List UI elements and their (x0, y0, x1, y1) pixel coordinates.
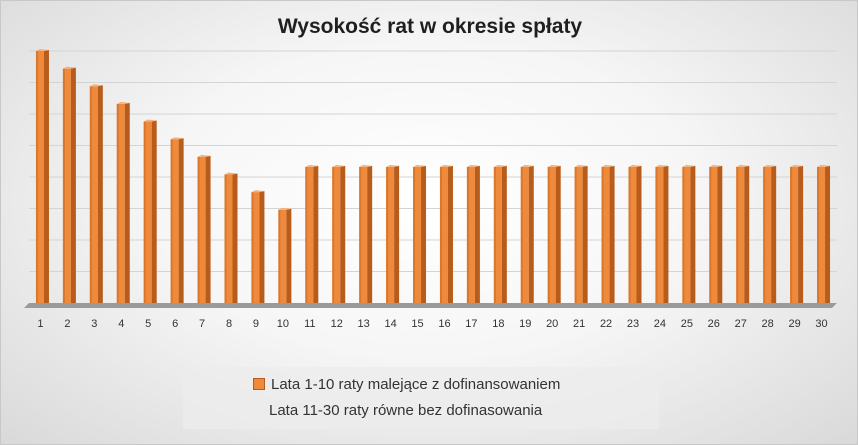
bar (790, 164, 804, 303)
bar (655, 164, 669, 303)
x-tick-label: 24 (654, 318, 666, 330)
bar (62, 66, 76, 303)
x-tick-label: 15 (411, 318, 423, 330)
chart-title: Wysokość rat w okresie spłaty (277, 15, 583, 38)
x-tick-label: 16 (438, 318, 450, 330)
x-tick-label: 7 (199, 318, 205, 330)
x-tick-label: 19 (519, 318, 531, 330)
x-tick-label: 10 (277, 318, 289, 330)
bar (574, 164, 588, 303)
bar (439, 164, 453, 303)
x-tick-label: 8 (226, 318, 232, 330)
legend: Lata 1-10 raty malejące z dofinansowanie… (183, 367, 659, 429)
x-tick-label: 6 (172, 318, 178, 330)
bar (520, 164, 534, 303)
bar (116, 101, 130, 303)
legend-entry-2: Lata 11-30 raty równe bez dofinasowania (269, 402, 542, 419)
bar (35, 49, 49, 303)
x-tick-label: 4 (118, 318, 124, 330)
x-tick-label: 28 (762, 318, 774, 330)
x-tick-label: 23 (627, 318, 639, 330)
x-tick-label: 11 (304, 318, 315, 330)
bar (547, 164, 561, 303)
bar (224, 172, 238, 303)
bar (817, 164, 831, 303)
bar (628, 164, 642, 303)
x-tick-label: 30 (815, 318, 827, 330)
legend-entry-2-label: Lata 11-30 raty równe bez dofinasowania (269, 402, 543, 419)
bar (386, 164, 400, 303)
legend-swatch (253, 378, 265, 390)
bar (278, 207, 292, 303)
chart-floor (24, 303, 837, 308)
floor-surface (24, 303, 837, 308)
x-tick-label: 17 (465, 318, 477, 330)
legend-entry-1: Lata 1-10 raty malejące z dofinansowanie… (253, 376, 560, 393)
bar (332, 164, 346, 303)
x-tick-label: 1 (37, 318, 43, 330)
bar (143, 119, 157, 303)
gridlines (29, 50, 837, 272)
x-tick-label: 13 (358, 318, 370, 330)
bar (89, 84, 103, 303)
legend-entry-1-label: Lata 1-10 raty malejące z dofinansowanie… (271, 376, 561, 393)
bar (601, 164, 615, 303)
x-tick-label: 2 (64, 318, 70, 330)
bar (493, 164, 507, 303)
bar (305, 164, 319, 303)
bar (251, 190, 265, 303)
x-tick-label: 21 (573, 318, 585, 330)
bar (413, 164, 427, 303)
bar (359, 164, 373, 303)
bar (763, 164, 777, 303)
x-tick-label: 25 (681, 318, 693, 330)
x-tick-label: 14 (384, 318, 396, 330)
bar (170, 137, 184, 303)
x-tick-label: 20 (546, 318, 558, 330)
x-tick-label: 26 (708, 318, 720, 330)
x-tick-label: 12 (331, 318, 343, 330)
x-tick-label: 29 (788, 318, 800, 330)
x-tick-label: 27 (735, 318, 747, 330)
x-tick-label: 22 (600, 318, 612, 330)
bar (197, 154, 211, 303)
bar (466, 164, 480, 303)
bar (682, 164, 696, 303)
x-tick-label: 18 (492, 318, 504, 330)
bars (35, 49, 831, 303)
x-tick-label: 9 (253, 318, 259, 330)
x-tick-label: 3 (91, 318, 97, 330)
bar (736, 164, 750, 303)
bar (709, 164, 723, 303)
x-tick-labels: 1 2 3 4 5 6 7 8 9 10 11 12 13 14 15 16 17 18 19 20 21 22 23 24 2… (37, 318, 827, 330)
x-tick-label: 5 (145, 318, 151, 330)
